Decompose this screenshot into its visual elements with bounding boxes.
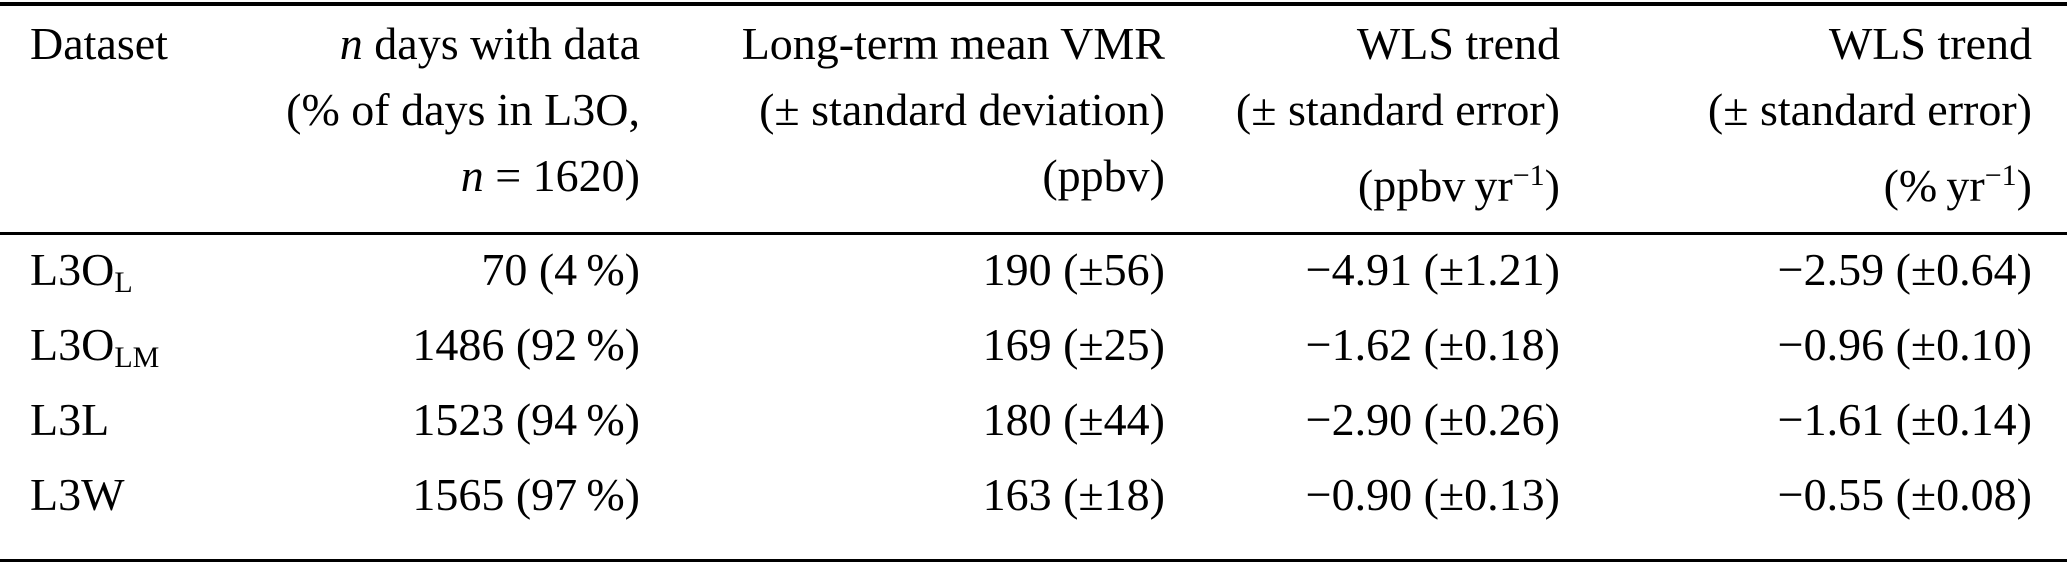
cell-dataset: L3OLM — [30, 314, 230, 389]
cell-dataset: L3W — [30, 464, 230, 539]
cell-mean-vmr: 169 (±25) — [982, 319, 1165, 370]
header-mean-vmr-line3: (ppbv) — [1042, 150, 1165, 201]
header-wls-pct-line3: (% yr−1) — [1560, 143, 2032, 219]
header-n-days-line1-text: days with data — [362, 18, 640, 69]
header-mean-vmr-line1: Long-term mean VMR — [741, 18, 1165, 69]
cell-wls-trend-ppbv: −0.90 (±0.13) — [1305, 469, 1560, 520]
header-cell-mean-vmr: Long-term mean VMR (± standard deviation… — [640, 11, 1165, 219]
cell-n-days: 70 (4 %) — [481, 244, 640, 295]
superscript-minus-one: −1 — [1984, 159, 2017, 192]
table-top-rule — [0, 2, 2067, 6]
cell-n-days: 1565 (97 %) — [412, 469, 640, 520]
cell-wls-trend-pct: −2.59 (±0.64) — [1777, 244, 2032, 295]
cell-wls-trend-ppbv: −4.91 (±1.21) — [1305, 244, 1560, 295]
header-n-days-line1: n days with data — [230, 11, 640, 77]
cell-wls-trend-ppbv: −2.90 (±0.26) — [1305, 394, 1560, 445]
cell-wls-trend-pct: −0.55 (±0.08) — [1777, 469, 2032, 520]
header-cell-wls-trend-ppbv: WLS trend (± standard error) (ppbv yr−1) — [1165, 11, 1560, 219]
table-row: L3OLM 1486 (92 %) 169 (±25) −1.62 (±0.18… — [0, 314, 2067, 389]
cell-n-days: 1523 (94 %) — [412, 394, 640, 445]
cell-wls-trend-pct: −0.96 (±0.10) — [1777, 319, 2032, 370]
table-header-row: Dataset n days with data (% of days in L… — [0, 6, 2067, 232]
dataset-label: L3L — [30, 394, 110, 445]
header-wls-ppbv-line3: (ppbv yr−1) — [1165, 143, 1560, 219]
unit-ppbv-yr: (ppbv yr — [1357, 160, 1513, 211]
header-cell-dataset: Dataset — [30, 11, 230, 219]
table-row: L3OL 70 (4 %) 190 (±56) −4.91 (±1.21) −2… — [0, 239, 2067, 314]
italic-n: n — [339, 18, 363, 69]
header-n-days-line3: n = 1620) — [230, 143, 640, 209]
table-row: L3W 1565 (97 %) 163 (±18) −0.90 (±0.13) … — [0, 464, 2067, 539]
cell-wls-trend-ppbv: −1.62 (±0.18) — [1305, 319, 1560, 370]
header-dataset-label: Dataset — [30, 18, 168, 69]
header-cell-wls-trend-pct: WLS trend (± standard error) (% yr−1) — [1560, 11, 2032, 219]
dataset-label: L3O — [30, 319, 115, 370]
header-wls-pct-line2: (± standard error) — [1707, 84, 2032, 135]
header-wls-ppbv-line1: WLS trend — [1356, 18, 1560, 69]
header-wls-ppbv-line2: (± standard error) — [1235, 84, 1560, 135]
unit-close-paren: ) — [2016, 160, 2032, 211]
cell-mean-vmr: 190 (±56) — [982, 244, 1165, 295]
cell-dataset: L3L — [30, 389, 230, 464]
cell-n-days: 1486 (92 %) — [412, 319, 640, 370]
header-wls-pct-line1: WLS trend — [1828, 18, 2032, 69]
unit-pct-yr: (% yr — [1883, 160, 1985, 211]
header-n-days-line3-text: = 1620) — [483, 150, 640, 201]
header-mean-vmr-line2: (± standard deviation) — [759, 84, 1165, 135]
header-cell-n-days: n days with data (% of days in L3O, n = … — [230, 11, 640, 219]
dataset-subscript: L — [114, 266, 133, 299]
italic-n: n — [460, 150, 484, 201]
dataset-label: L3W — [30, 469, 125, 520]
cell-dataset: L3OL — [30, 239, 230, 314]
cell-mean-vmr: 163 (±18) — [982, 469, 1165, 520]
cell-mean-vmr: 180 (±44) — [982, 394, 1165, 445]
table-header-rule — [0, 232, 2067, 235]
unit-close-paren: ) — [1544, 160, 1560, 211]
superscript-minus-one: −1 — [1512, 159, 1545, 192]
table-body: L3OL 70 (4 %) 190 (±56) −4.91 (±1.21) −2… — [0, 235, 2067, 559]
header-n-days-line2: (% of days in L3O, — [286, 84, 640, 135]
table-row: L3L 1523 (94 %) 180 (±44) −2.90 (±0.26) … — [0, 389, 2067, 464]
dataset-subscript: LM — [114, 341, 160, 374]
dataset-label: L3O — [30, 244, 115, 295]
cell-wls-trend-pct: −1.61 (±0.14) — [1777, 394, 2032, 445]
